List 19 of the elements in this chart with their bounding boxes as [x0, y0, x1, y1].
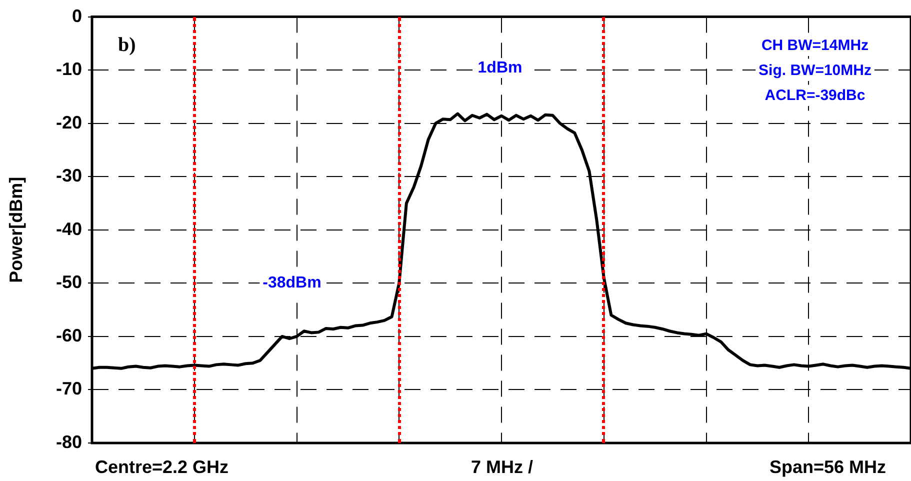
text: 7 MHz / [470, 456, 534, 477]
y-tick-label: -20 [56, 112, 82, 132]
y-tick-label: -10 [56, 59, 82, 80]
y-tick-label: 0 [72, 6, 82, 26]
annotation: b) [118, 34, 136, 56]
annotation: -38dBm [262, 274, 322, 292]
annotation: Sig. BW=10MHz [758, 62, 872, 80]
y-tick-label: -50 [56, 272, 82, 292]
y-tick-label: -70 [56, 378, 82, 399]
y-tick-label: -30 [56, 166, 82, 186]
y-tick-label: -60 [56, 325, 82, 346]
y-tick-label: -40 [56, 218, 82, 239]
y-tick-label: -80 [56, 432, 82, 452]
annotation: ACLR=-39dBc [764, 87, 866, 104]
y-axis-title: Power[dBm] [6, 176, 26, 283]
annotation: 1dBm [478, 59, 522, 76]
annotation: CH BW=14MHz [761, 37, 869, 54]
text: Span=56 MHz [769, 456, 886, 477]
text: Centre=2.2 GHz [95, 456, 229, 477]
